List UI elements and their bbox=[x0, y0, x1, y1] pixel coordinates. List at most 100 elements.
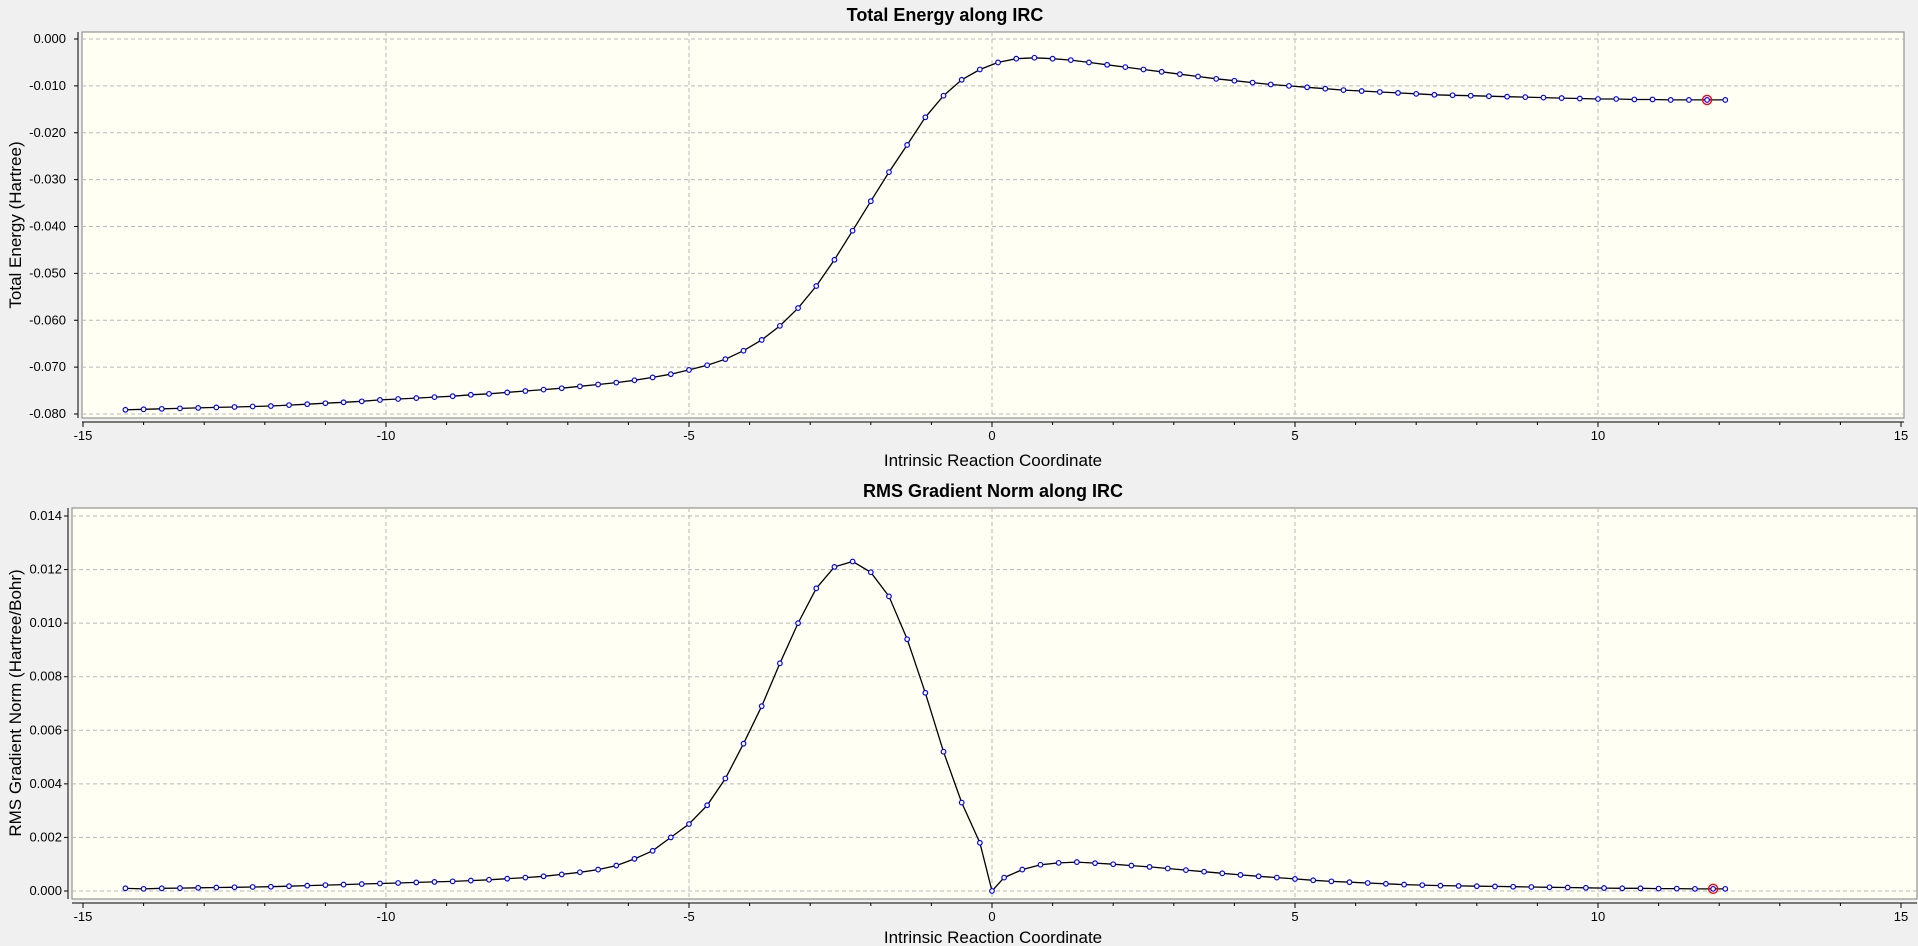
energy-data-point[interactable] bbox=[267, 403, 274, 409]
gradient-data-point[interactable] bbox=[1292, 876, 1298, 882]
energy-data-point[interactable] bbox=[1286, 82, 1292, 89]
energy-data-point[interactable] bbox=[849, 227, 856, 234]
gradient-data-point[interactable] bbox=[486, 876, 492, 883]
gradient-data-point[interactable] bbox=[504, 875, 511, 882]
gradient-data-point[interactable] bbox=[1710, 885, 1717, 892]
energy-data-point[interactable] bbox=[1558, 95, 1565, 101]
energy-data-point[interactable] bbox=[413, 395, 420, 401]
gradient-data-point[interactable] bbox=[177, 885, 183, 891]
gradient-data-point[interactable] bbox=[813, 585, 820, 592]
energy-data-point[interactable] bbox=[1667, 97, 1674, 103]
energy-data-point[interactable] bbox=[976, 66, 983, 73]
gradient-data-point[interactable] bbox=[740, 740, 747, 747]
energy-data-point[interactable] bbox=[940, 92, 947, 99]
gradient-data-point[interactable] bbox=[1655, 885, 1662, 892]
energy-data-point[interactable] bbox=[1340, 87, 1347, 93]
energy-data-point[interactable] bbox=[1649, 96, 1656, 103]
energy-data-point[interactable] bbox=[577, 383, 583, 390]
energy-data-point[interactable] bbox=[195, 405, 202, 411]
gradient-data-point[interactable] bbox=[1037, 861, 1044, 868]
energy-data-point[interactable] bbox=[1449, 92, 1456, 99]
energy-data-point[interactable] bbox=[340, 399, 347, 406]
gradient-data-point[interactable] bbox=[1419, 882, 1426, 889]
energy-data-point[interactable] bbox=[1685, 97, 1692, 103]
energy-data-point[interactable] bbox=[631, 377, 638, 384]
energy-data-point[interactable] bbox=[1213, 75, 1220, 82]
energy-data-point[interactable] bbox=[686, 367, 692, 373]
gradient-data-point[interactable] bbox=[522, 874, 529, 881]
energy-data-point[interactable] bbox=[1176, 71, 1183, 78]
gradient-data-point[interactable] bbox=[1619, 885, 1626, 892]
energy-data-point[interactable] bbox=[1304, 84, 1311, 91]
energy-data-point[interactable] bbox=[1104, 61, 1111, 68]
gradient-data-point[interactable] bbox=[449, 878, 456, 885]
energy-data-point[interactable] bbox=[1631, 96, 1638, 103]
gradient-data-point[interactable] bbox=[1346, 879, 1353, 886]
gradient-data-point[interactable] bbox=[122, 885, 129, 892]
gradient-data-point[interactable] bbox=[886, 593, 892, 600]
gradient-data-point[interactable] bbox=[777, 660, 783, 667]
energy-data-point[interactable] bbox=[1267, 81, 1274, 88]
energy-data-point[interactable] bbox=[486, 390, 492, 397]
gradient-data-point[interactable] bbox=[467, 877, 474, 884]
gradient-data-point[interactable] bbox=[849, 558, 856, 565]
energy-data-point[interactable] bbox=[1595, 96, 1601, 102]
energy-data-point[interactable] bbox=[1504, 93, 1510, 100]
energy-data-point[interactable] bbox=[1576, 95, 1583, 102]
gradient-data-point[interactable] bbox=[1510, 883, 1517, 890]
energy-data-point[interactable] bbox=[1613, 96, 1620, 102]
gradient-data-point[interactable] bbox=[940, 748, 947, 755]
energy-data-point[interactable] bbox=[1067, 57, 1074, 63]
gradient-data-point[interactable] bbox=[1328, 878, 1335, 885]
energy-data-point[interactable] bbox=[213, 404, 220, 411]
gradient-data-point[interactable] bbox=[1401, 881, 1407, 888]
energy-data-point[interactable] bbox=[995, 59, 1001, 66]
energy-data-point[interactable] bbox=[777, 322, 783, 329]
energy-data-point[interactable] bbox=[358, 398, 365, 405]
gradient-data-point[interactable] bbox=[1092, 860, 1098, 867]
gradient-data-point[interactable] bbox=[267, 883, 274, 890]
gradient-data-point[interactable] bbox=[976, 839, 983, 846]
gradient-data-point[interactable] bbox=[631, 855, 638, 862]
gradient-data-point[interactable] bbox=[1273, 874, 1280, 881]
energy-data-point[interactable] bbox=[704, 362, 711, 369]
gradient-data-point[interactable] bbox=[1146, 863, 1153, 870]
energy-data-point[interactable] bbox=[177, 405, 183, 412]
energy-data-point[interactable] bbox=[558, 385, 565, 392]
energy-data-point[interactable] bbox=[1122, 64, 1129, 71]
energy-data-point[interactable] bbox=[449, 393, 456, 400]
gradient-data-point[interactable] bbox=[1019, 866, 1026, 873]
energy-data-point[interactable] bbox=[1486, 93, 1492, 100]
energy-data-point[interactable] bbox=[377, 397, 383, 403]
gradient-data-point[interactable] bbox=[1055, 859, 1062, 866]
gradient-data-point[interactable] bbox=[649, 847, 656, 854]
energy-data-point[interactable] bbox=[1431, 91, 1438, 98]
energy-data-point[interactable] bbox=[795, 305, 801, 311]
gradient-data-point[interactable] bbox=[304, 882, 311, 889]
energy-data-point[interactable] bbox=[1322, 85, 1329, 92]
energy-data-point[interactable] bbox=[1158, 68, 1165, 75]
energy-data-point[interactable] bbox=[613, 379, 620, 386]
energy-data-point[interactable] bbox=[904, 142, 911, 148]
gradient-data-point[interactable] bbox=[989, 888, 995, 894]
energy-data-point[interactable] bbox=[522, 388, 529, 394]
gradient-data-point[interactable] bbox=[249, 884, 256, 890]
gradient-data-point[interactable] bbox=[1722, 885, 1729, 892]
gradient-data-point[interactable] bbox=[1310, 877, 1317, 884]
gradient-data-point[interactable] bbox=[1673, 885, 1680, 892]
energy-data-point[interactable] bbox=[322, 400, 329, 407]
gradient-data-point[interactable] bbox=[667, 834, 674, 841]
energy-data-point[interactable] bbox=[1086, 59, 1092, 66]
gradient-data-point[interactable] bbox=[577, 869, 583, 876]
gradient-data-point[interactable] bbox=[1364, 880, 1371, 886]
energy-data-point[interactable] bbox=[1140, 66, 1147, 73]
gradient-data-point[interactable] bbox=[1492, 883, 1498, 890]
energy-data-point[interactable] bbox=[504, 389, 511, 396]
energy-data-point[interactable] bbox=[649, 374, 656, 381]
gradient-data-point[interactable] bbox=[1546, 884, 1553, 891]
gradient-data-point[interactable] bbox=[795, 620, 801, 627]
energy-data-point[interactable] bbox=[813, 283, 820, 289]
gradient-current-point-marker[interactable] bbox=[1707, 883, 1719, 895]
gradient-data-point[interactable] bbox=[558, 871, 565, 878]
gradient-data-point[interactable] bbox=[1110, 861, 1117, 868]
